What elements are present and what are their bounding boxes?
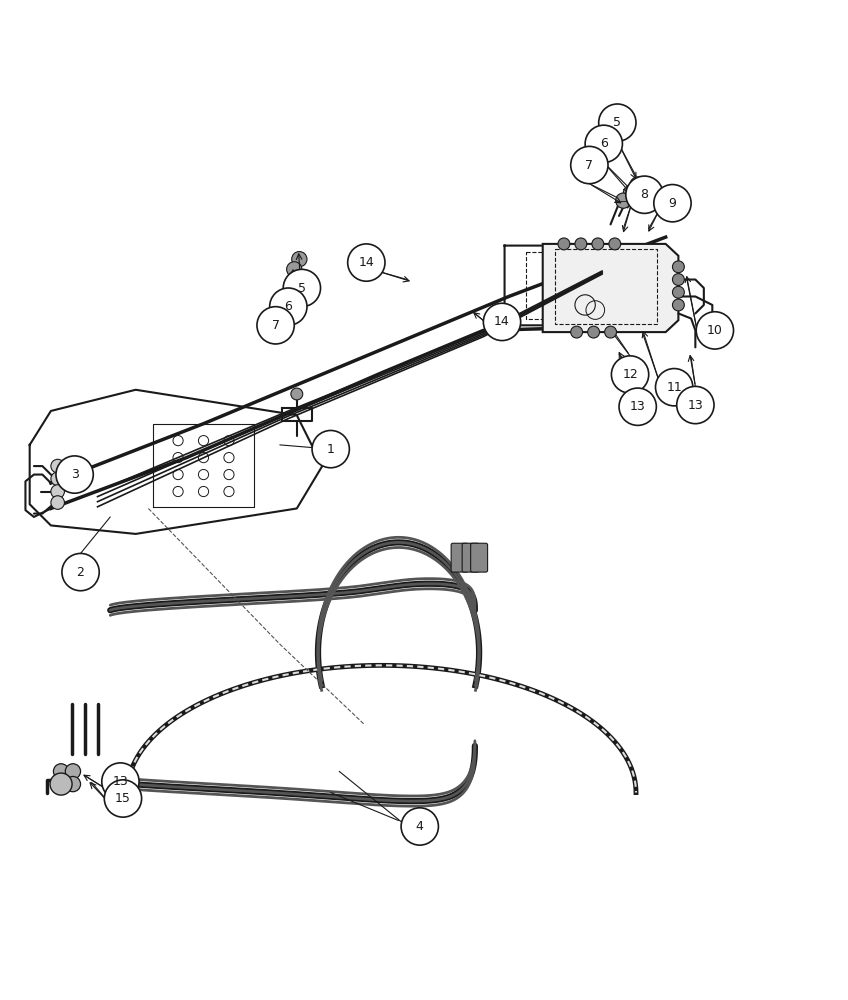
Circle shape	[104, 780, 142, 817]
Text: 12: 12	[622, 368, 638, 381]
FancyBboxPatch shape	[462, 543, 479, 572]
Circle shape	[696, 312, 734, 349]
FancyBboxPatch shape	[471, 543, 488, 572]
Circle shape	[483, 303, 521, 341]
Circle shape	[599, 104, 636, 141]
Circle shape	[585, 125, 622, 162]
Circle shape	[656, 369, 693, 406]
Text: 8: 8	[640, 188, 649, 201]
Circle shape	[677, 386, 714, 424]
Text: 14: 14	[359, 256, 374, 269]
Text: 2: 2	[76, 566, 85, 579]
Circle shape	[571, 146, 608, 184]
Circle shape	[312, 430, 349, 468]
Circle shape	[287, 262, 302, 277]
Text: 9: 9	[668, 197, 677, 210]
Circle shape	[609, 238, 621, 250]
Text: 4: 4	[416, 820, 424, 833]
Circle shape	[292, 252, 307, 267]
Text: 14: 14	[494, 315, 510, 328]
Circle shape	[605, 326, 616, 338]
Text: 13: 13	[688, 399, 703, 412]
Circle shape	[630, 177, 645, 192]
Circle shape	[257, 307, 294, 344]
Circle shape	[672, 286, 684, 298]
Circle shape	[51, 459, 64, 473]
Circle shape	[53, 764, 69, 779]
Text: 13: 13	[630, 400, 645, 413]
Text: 5: 5	[613, 116, 622, 129]
Circle shape	[654, 185, 691, 222]
Text: 6: 6	[284, 300, 293, 313]
Text: 3: 3	[70, 468, 79, 481]
Circle shape	[65, 776, 81, 792]
Circle shape	[575, 238, 587, 250]
Circle shape	[56, 456, 93, 493]
Text: 7: 7	[585, 159, 594, 172]
Circle shape	[623, 185, 639, 201]
Circle shape	[62, 553, 99, 591]
Circle shape	[672, 299, 684, 311]
Text: 5: 5	[298, 282, 306, 295]
Circle shape	[401, 808, 438, 845]
Circle shape	[611, 356, 649, 393]
Circle shape	[588, 326, 600, 338]
Text: 7: 7	[271, 319, 280, 332]
Circle shape	[102, 763, 139, 800]
Circle shape	[619, 388, 656, 425]
Polygon shape	[543, 244, 678, 332]
Circle shape	[65, 764, 81, 779]
Circle shape	[53, 776, 69, 792]
Circle shape	[672, 261, 684, 273]
Circle shape	[51, 485, 64, 498]
Circle shape	[592, 238, 604, 250]
Circle shape	[672, 274, 684, 285]
Text: 10: 10	[707, 324, 722, 337]
Circle shape	[283, 269, 321, 307]
Circle shape	[558, 238, 570, 250]
Text: 1: 1	[326, 443, 335, 456]
Circle shape	[571, 326, 583, 338]
Circle shape	[291, 388, 303, 400]
Circle shape	[50, 773, 72, 795]
Text: 13: 13	[113, 775, 128, 788]
Text: 6: 6	[600, 137, 608, 150]
Circle shape	[626, 176, 663, 213]
Circle shape	[348, 244, 385, 281]
Text: 11: 11	[667, 381, 682, 394]
Text: 15: 15	[115, 792, 131, 805]
Circle shape	[51, 496, 64, 509]
Circle shape	[616, 193, 631, 208]
FancyBboxPatch shape	[451, 543, 468, 572]
Circle shape	[51, 472, 64, 486]
Circle shape	[270, 288, 307, 325]
